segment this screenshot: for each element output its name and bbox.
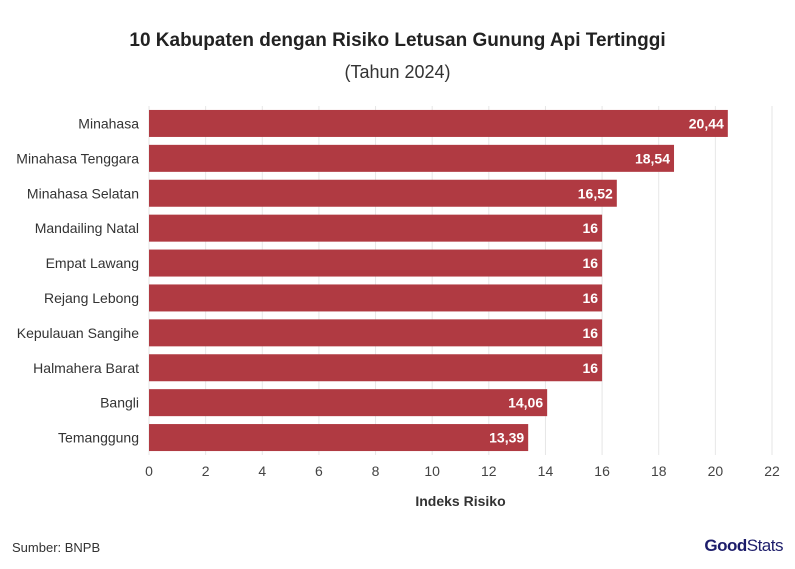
- y-category-label: Minahasa Tenggara: [16, 150, 139, 166]
- bar: [149, 179, 617, 207]
- y-category-label: Kepulauan Sangihe: [17, 325, 139, 341]
- x-tick-label: 12: [481, 463, 497, 479]
- x-tick-label: 22: [764, 463, 780, 479]
- y-category-label: Mandailing Natal: [35, 220, 139, 236]
- bar: [149, 214, 603, 242]
- bar: [149, 144, 675, 172]
- x-tick-label: 16: [594, 463, 610, 479]
- bar: [149, 389, 548, 417]
- bar-value-label: 18,54: [635, 150, 670, 166]
- x-tick-label: 20: [708, 463, 724, 479]
- y-category-label: Bangli: [100, 395, 139, 411]
- x-tick-label: 18: [651, 463, 667, 479]
- x-tick-label: 2: [202, 463, 210, 479]
- x-tick-label: 6: [315, 463, 323, 479]
- x-tick-label: 0: [145, 463, 153, 479]
- bar-value-label: 16: [583, 255, 599, 271]
- y-category-label: Empat Lawang: [46, 255, 139, 271]
- bar-value-label: 13,39: [489, 430, 524, 446]
- bar-value-label: 16: [583, 360, 599, 376]
- x-tick-label: 4: [258, 463, 266, 479]
- y-category-label: Minahasa: [78, 115, 139, 131]
- bar-value-label: 16: [583, 325, 599, 341]
- logo-good: Good: [704, 536, 747, 555]
- source-note: Sumber: BNPB: [12, 540, 101, 555]
- y-category-label: Rejang Lebong: [44, 290, 139, 306]
- bar-value-label: 14,06: [508, 395, 543, 411]
- logo-stats: Stats: [746, 536, 784, 555]
- bar: [149, 319, 603, 347]
- goodstats-logo: GoodStats: [704, 536, 783, 556]
- bar: [149, 284, 603, 312]
- bar: [149, 424, 529, 452]
- x-tick-label: 8: [372, 463, 380, 479]
- bar-value-label: 20,44: [689, 115, 724, 131]
- x-tick-label: 10: [424, 463, 440, 479]
- bar: [149, 249, 603, 277]
- bar-value-label: 16: [583, 290, 599, 306]
- bar-value-label: 16,52: [578, 185, 613, 201]
- x-axis-title: Indeks Risiko: [415, 493, 505, 509]
- bar: [149, 354, 603, 382]
- y-category-label: Minahasa Selatan: [27, 185, 139, 201]
- x-tick-label: 14: [538, 463, 554, 479]
- bar: [149, 109, 728, 137]
- chart-title: 10 Kabupaten dengan Risiko Letusan Gunun…: [129, 30, 666, 51]
- bar-value-label: 16: [583, 220, 599, 236]
- y-category-label: Halmahera Barat: [33, 360, 139, 376]
- chart-subtitle: (Tahun 2024): [344, 62, 451, 82]
- y-category-label: Temanggung: [58, 430, 139, 446]
